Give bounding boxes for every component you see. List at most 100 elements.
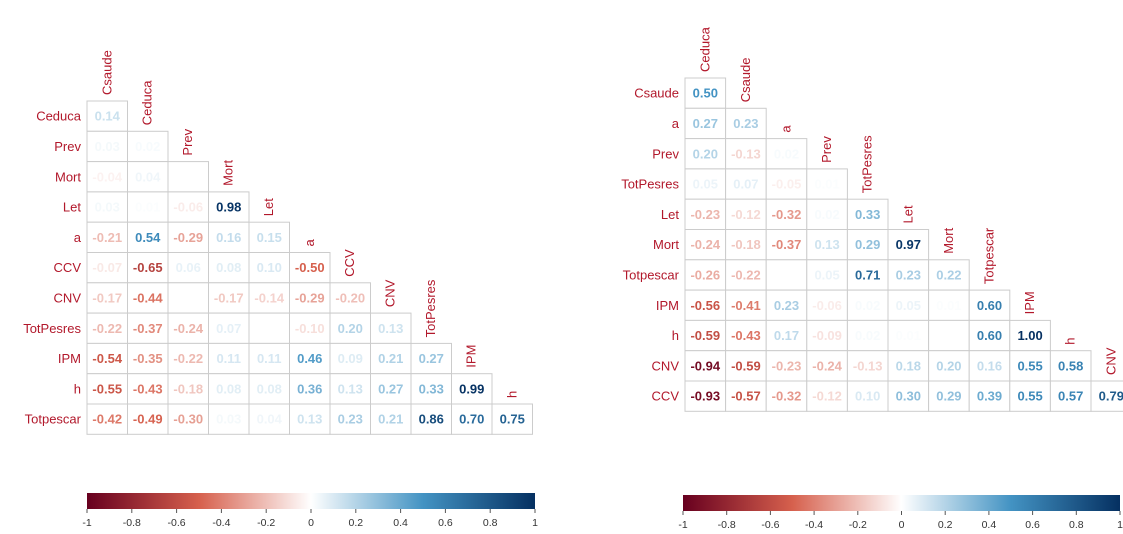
column-label: CCV [342, 249, 357, 277]
cell-value: -0.13 [731, 146, 761, 161]
cell-value: 0.07 [216, 321, 241, 336]
cell-value: 0.33 [419, 381, 444, 396]
cell-value: 0.23 [896, 267, 921, 282]
cell-value: 0.13 [297, 412, 322, 427]
row-label: TotPesres [23, 321, 81, 336]
heatmap-cell [846, 350, 889, 382]
heatmap-cell [887, 380, 930, 412]
cell-value: -0.35 [133, 351, 163, 366]
heatmap-cell [248, 373, 290, 405]
cell-value: 0.06 [176, 260, 201, 275]
heatmap-cell [725, 350, 767, 382]
heatmap-cell [167, 403, 209, 435]
colorbar-tick-label: 1 [532, 517, 538, 529]
colorbar-tick-label: -0.4 [212, 517, 230, 529]
heatmap-cell [127, 312, 169, 344]
cell-value: -0.57 [731, 389, 761, 404]
row-label: Mort [55, 169, 81, 184]
heatmap-cell [370, 312, 412, 344]
cell-value: 0.97 [896, 237, 921, 252]
column-label: IPM [464, 345, 479, 368]
cell-value: 0.02 [855, 328, 880, 343]
cell-value: -0.29 [173, 230, 203, 245]
cell-value: 0.27 [693, 116, 718, 131]
heatmap-cell [370, 403, 412, 435]
heatmap-cell [289, 373, 331, 405]
cell-value: -0.24 [690, 237, 720, 252]
heatmap-cell [86, 403, 128, 435]
column-label: TotPesres [860, 135, 875, 193]
colorbar-tick-label: 0.6 [1025, 519, 1040, 531]
cell-value: 0.33 [855, 207, 880, 222]
cell-value: -0.13 [853, 358, 883, 373]
heatmap-cell [127, 282, 169, 314]
heatmap-cell [329, 373, 371, 405]
cell-value: 0.99 [459, 381, 484, 396]
row-label: h [74, 381, 81, 396]
heatmap-cell [684, 107, 727, 140]
colorbar-tick-label: -0.8 [718, 519, 736, 531]
cell-value: -0.32 [772, 389, 802, 404]
column-label: h [504, 391, 519, 398]
heatmap-cell [410, 403, 452, 435]
cell-value: 0.08 [216, 260, 241, 275]
heatmap-cell [167, 282, 209, 314]
heatmap-cell [167, 191, 209, 223]
heatmap-cell [684, 138, 727, 170]
cell-value: -0.55 [92, 381, 122, 396]
cell-value: -0.65 [133, 260, 163, 275]
colorbar-tick-label: -0.8 [123, 517, 141, 529]
colorbar-tick-label: -1 [678, 519, 687, 531]
heatmap-cell [289, 312, 331, 344]
heatmap-cell [248, 312, 290, 344]
row-label: h [672, 328, 679, 343]
cell-value: 0.13 [814, 237, 839, 252]
column-label: CNV [383, 279, 398, 307]
column-label: Mort [941, 227, 956, 253]
heatmap-cell [765, 259, 808, 291]
cell-value: 0.20 [693, 146, 718, 161]
heatmap-cell [86, 312, 128, 344]
cell-value: 0.15 [257, 230, 282, 245]
row-label: CNV [54, 290, 82, 305]
heatmap-cell [329, 403, 371, 435]
cell-value: 0.27 [378, 381, 403, 396]
cell-value: -0.26 [690, 267, 720, 282]
cell-value: 0.54 [135, 230, 161, 245]
cell-value: -0.05 [772, 177, 802, 192]
heatmap-cell [167, 252, 209, 284]
heatmap-cell [846, 380, 889, 412]
column-label: Csaude [738, 57, 753, 102]
heatmap-cell [208, 252, 250, 284]
cell-value: 0.75 [500, 412, 525, 427]
colorbar-tick-label: 0.2 [348, 517, 363, 529]
heatmap-cell [248, 252, 290, 284]
cell-value: 0.05 [896, 298, 921, 313]
cell-value: -0.22 [731, 267, 761, 282]
column-label: a [779, 125, 794, 133]
column-label: IPM [1022, 291, 1037, 314]
cell-value: 0.20 [936, 358, 961, 373]
cell-value: -0.23 [690, 207, 720, 222]
heatmap-cell [127, 403, 169, 435]
heatmap-cell [410, 373, 452, 405]
cell-value: 0.18 [896, 358, 921, 373]
colorbar-tick-label: -0.6 [168, 517, 186, 529]
cell-value: -0.49 [133, 412, 163, 427]
heatmap-cell [289, 252, 331, 284]
cell-value: 0.08 [257, 381, 282, 396]
correlation-matrix-left: Ceduca Prev Mort Let a CCV CNV TotPesres IPM h Tot… [23, 50, 538, 529]
heatmap-cell [1009, 319, 1051, 352]
cell-value: 0.36 [297, 381, 322, 396]
heatmap-cell [968, 289, 1011, 321]
cell-value: -0.23 [772, 358, 802, 373]
row-label: Totpescar [25, 412, 82, 427]
cell-value: 0.50 [693, 86, 718, 101]
cell-value: 0.02 [774, 146, 799, 161]
cell-value: -0.21 [92, 230, 122, 245]
cell-value: 0.04 [257, 412, 283, 427]
cell-value: 0.02 [814, 207, 839, 222]
colorbar [683, 495, 1120, 511]
cell-value: 0.58 [1058, 358, 1083, 373]
